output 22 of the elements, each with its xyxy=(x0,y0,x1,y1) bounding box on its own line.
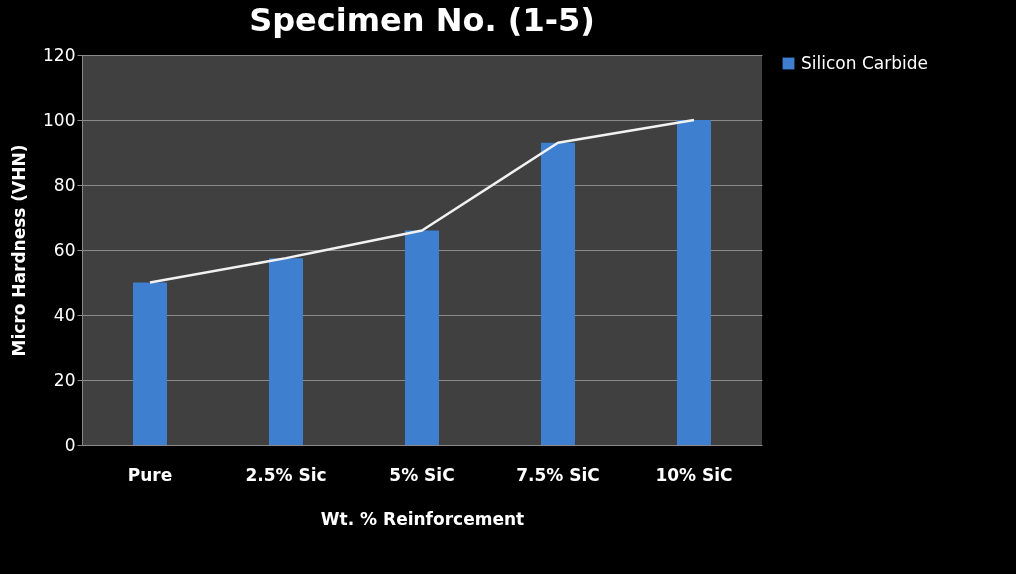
x-tick-label: 10% SiC xyxy=(655,464,733,485)
x-tick-label: Pure xyxy=(127,464,173,485)
y-tick-label: 0 xyxy=(64,434,76,455)
y-tick-label: 20 xyxy=(53,369,76,390)
chart-title: Specimen No. (1-5) xyxy=(249,1,595,39)
y-tick-label: 80 xyxy=(53,174,76,195)
y-tick-label: 40 xyxy=(53,304,76,325)
x-tick-label: 5% SiC xyxy=(389,464,455,485)
x-tick-label: 2.5% Sic xyxy=(245,464,327,485)
bar xyxy=(133,282,167,445)
y-tick-label: 120 xyxy=(43,44,76,65)
y-tick-label: 100 xyxy=(43,109,76,130)
bar xyxy=(405,230,439,445)
y-tick-label: 60 xyxy=(53,239,76,260)
x-tick-label: 7.5% SiC xyxy=(516,464,600,485)
y-axis-title: Micro Hardness (VHN) xyxy=(9,144,30,357)
legend-label: Silicon Carbide xyxy=(801,52,928,73)
x-axis-title: Wt. % Reinforcement xyxy=(320,508,525,529)
bar xyxy=(541,142,575,445)
line-series xyxy=(148,118,696,284)
bar xyxy=(677,120,711,445)
bar xyxy=(269,258,303,445)
